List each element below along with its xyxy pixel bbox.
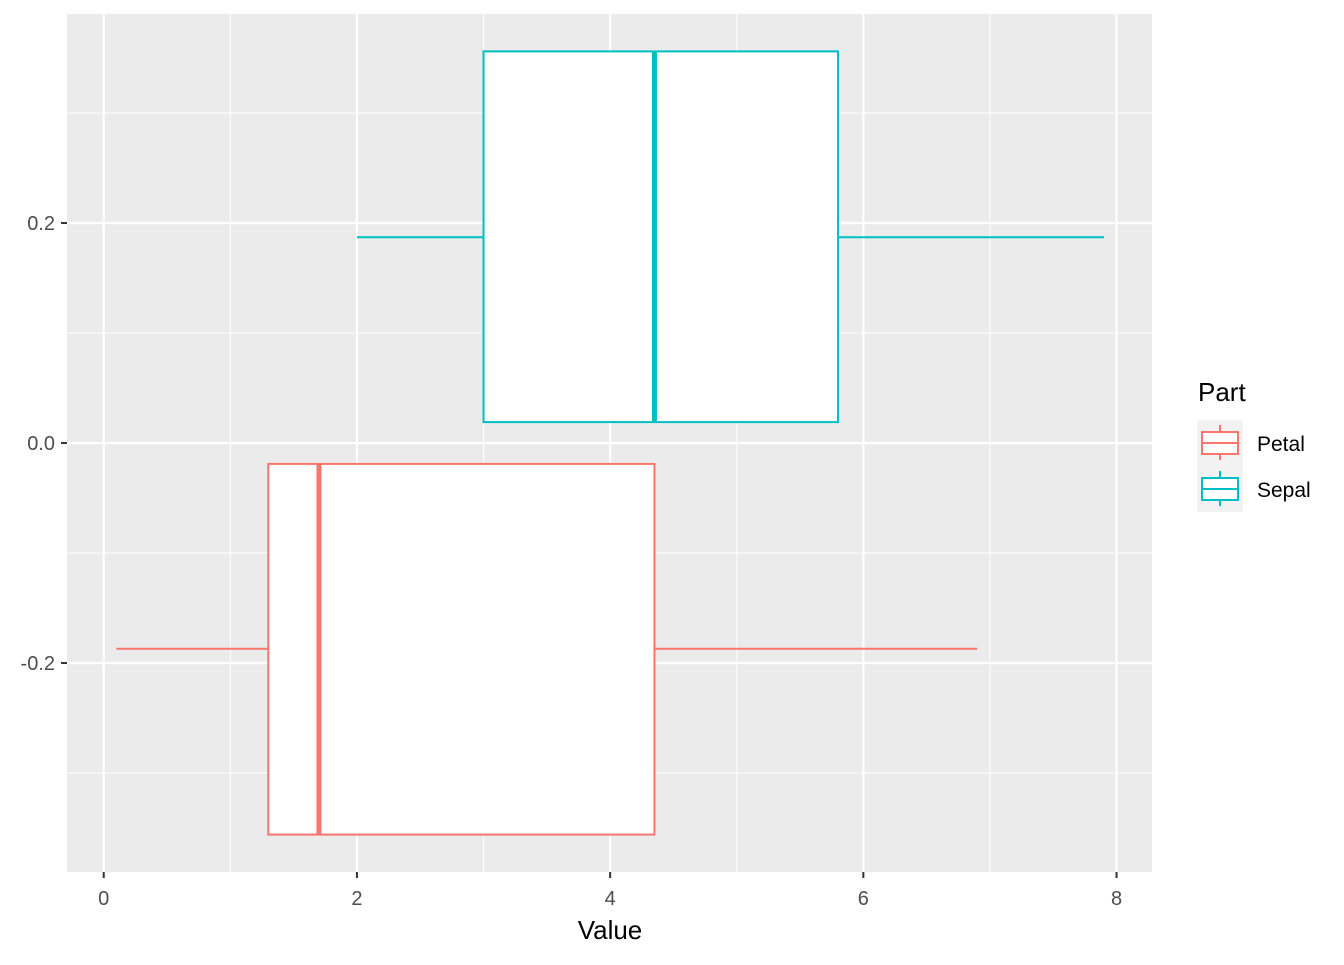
- legend-key-petal: [1197, 420, 1243, 466]
- legend-label: Petal: [1257, 433, 1305, 456]
- legend-label: Sepal: [1257, 479, 1311, 502]
- legend-key-sepal: [1197, 466, 1243, 512]
- axes: 0 2 4 6 8 -0.2 0.0 0.2: [21, 213, 1123, 910]
- x-tick-label: 0: [98, 888, 109, 910]
- x-tick-label: 4: [605, 888, 616, 910]
- y-tick-label: -0.2: [21, 653, 55, 675]
- x-axis-label: Value: [578, 915, 643, 945]
- x-tick-label: 2: [351, 888, 362, 910]
- iqr-box: [482, 50, 840, 424]
- box-sepal: [356, 50, 1104, 424]
- y-tick-label: 0.0: [27, 433, 55, 455]
- x-tick-label: 8: [1111, 888, 1122, 910]
- x-tick-label: 6: [858, 888, 869, 910]
- boxes: [116, 50, 1104, 836]
- legend-title: Part: [1198, 377, 1246, 407]
- iqr-box: [267, 462, 656, 836]
- y-tick-label: 0.2: [27, 213, 55, 235]
- box-petal: [116, 462, 978, 836]
- legend: Part Petal Sepal: [1197, 377, 1311, 512]
